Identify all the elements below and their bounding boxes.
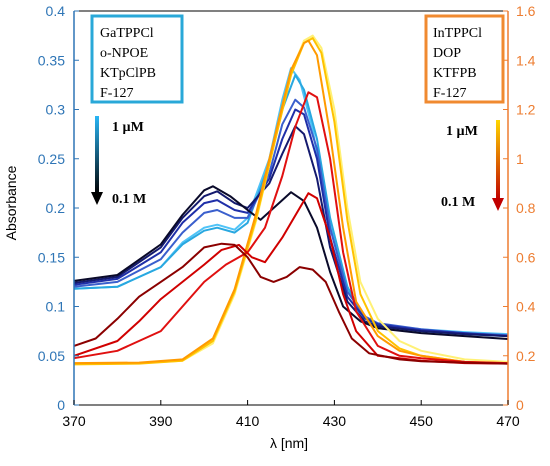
- left-arrow-bottom-label: 0.1 M: [112, 192, 146, 207]
- right-arrow-bottom-label: 0.1 M: [441, 195, 475, 210]
- right-legend-line-3: KTFPB: [433, 66, 477, 81]
- y-right-tick-label: 0.4: [516, 299, 536, 315]
- right-concentration-arrow: 1 µM 0.1 M: [441, 120, 504, 211]
- left-legend-line-2: o-NPOE: [100, 46, 148, 61]
- y-right-tick-label: 0.2: [516, 348, 536, 364]
- left-series-3: [73, 98, 509, 337]
- x-tick-label: 470: [496, 413, 520, 429]
- left-legend-line-4: F-127: [100, 86, 133, 101]
- right-legend-line-4: F-127: [433, 86, 466, 101]
- y-left-tick-label: 0.25: [38, 151, 65, 167]
- y-left-tick-label: 0: [57, 397, 65, 413]
- tick-labels: 370 390 410 430 450 47000.050.10.150.20.250.3…: [38, 3, 536, 429]
- y-right-tick-label: 0.8: [516, 200, 536, 216]
- right-series-5: [73, 192, 509, 365]
- y-left-tick-label: 0.2: [46, 200, 66, 216]
- right-series-6: [73, 242, 509, 365]
- left-concentration-arrow: 1 µM 0.1 M: [91, 116, 146, 207]
- left-legend-box: GaTPPCl o-NPOE KTpClPB F-127: [90, 14, 184, 104]
- y-left-tick-label: 0.05: [38, 348, 65, 364]
- right-series-1: [74, 34, 509, 365]
- left-arrow-top-label: 1 µM: [112, 120, 144, 135]
- right-legend-box: InTPPCl DOP KTFPB F-127: [424, 14, 505, 104]
- y-left-tick-label: 0.1: [46, 299, 66, 315]
- right-legend-line-1: InTPPCl: [433, 26, 482, 41]
- y-right-tick-label: 0.6: [516, 249, 536, 265]
- series-lines: [73, 34, 509, 366]
- right-series-3: [73, 39, 509, 365]
- right-series-4: [73, 91, 509, 365]
- y-left-tick-label: 0.15: [38, 249, 65, 265]
- y-axis-label: Absorbance: [3, 165, 19, 240]
- y-right-tick-label: 1: [516, 151, 524, 167]
- y-right-tick-label: 1.2: [516, 102, 536, 118]
- y-left-tick-label: 0.4: [46, 3, 66, 19]
- left-legend-line-1: GaTPPCl: [100, 26, 154, 41]
- right-legend-line-2: DOP: [433, 46, 461, 61]
- y-left-tick-label: 0.35: [38, 52, 65, 68]
- x-tick-label: 390: [149, 413, 173, 429]
- y-left-tick-label: 0.3: [46, 102, 66, 118]
- x-tick-label: 450: [410, 413, 434, 429]
- x-tick-label: 370: [62, 413, 86, 429]
- x-tick-label: 430: [323, 413, 347, 429]
- y-right-tick-label: 1.4: [516, 52, 536, 68]
- x-tick-label: 410: [236, 413, 260, 429]
- left-series-4: [73, 108, 509, 338]
- y-right-tick-label: 1.6: [516, 3, 536, 19]
- y-right-tick-label: 0: [516, 397, 524, 413]
- right-series-2: [73, 37, 509, 366]
- left-legend-line-3: KTpClPB: [100, 66, 156, 81]
- right-arrow-top-label: 1 µM: [446, 124, 478, 139]
- x-axis-label: λ [nm]: [270, 435, 308, 451]
